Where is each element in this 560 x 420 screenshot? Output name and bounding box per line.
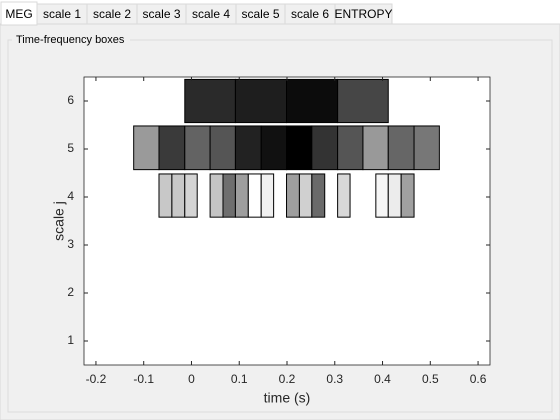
tf-box — [133, 125, 160, 171]
tf-box — [184, 125, 211, 171]
y-axis-label: scale j — [51, 201, 67, 241]
tf-box — [286, 78, 339, 124]
x-tick-label: -0.1 — [133, 372, 154, 386]
x-tick-label: 0 — [188, 372, 195, 386]
tf-box — [260, 125, 288, 171]
tf-box — [337, 78, 389, 124]
tab-label: scale 5 — [241, 7, 279, 21]
tf-box — [337, 125, 364, 171]
group-title-bg — [12, 34, 130, 46]
tf-box — [362, 125, 389, 171]
tf-box — [184, 78, 236, 124]
group-title: Time-frequency boxes — [16, 34, 125, 46]
x-tick-label: -0.2 — [86, 372, 107, 386]
x-tick-label: 0.1 — [231, 372, 248, 386]
tf-box — [158, 125, 186, 171]
tf-box — [286, 173, 300, 218]
tab-label: scale 3 — [142, 7, 180, 21]
tab-label: ENTROPY — [334, 7, 392, 21]
x-tick-label: 0.5 — [422, 372, 439, 386]
y-tick-label: 2 — [67, 285, 74, 299]
tf-box — [337, 173, 351, 218]
tf-box — [311, 173, 326, 218]
tf-box — [260, 173, 275, 218]
y-tick-label: 6 — [67, 93, 74, 107]
x-tick-label: 0.6 — [470, 372, 487, 386]
tf-box — [234, 125, 262, 171]
y-tick-label: 5 — [67, 141, 74, 155]
tab-label: scale 2 — [93, 7, 131, 21]
x-tick-label: 0.2 — [279, 372, 296, 386]
tf-box — [387, 125, 415, 171]
tab-label: scale 4 — [192, 7, 230, 21]
tab-label: scale 1 — [43, 7, 81, 21]
tf-box — [298, 173, 313, 218]
tf-box — [234, 173, 249, 218]
axes-bg — [84, 77, 490, 365]
y-tick-label: 3 — [67, 237, 74, 251]
y-tick-label: 1 — [67, 333, 74, 347]
tab-label: MEG — [5, 7, 32, 21]
x-tick-label: 0.3 — [326, 372, 343, 386]
tab-label: scale 6 — [291, 7, 329, 21]
tf-box — [247, 173, 262, 218]
tab[interactable] — [334, 3, 393, 25]
tf-box — [209, 173, 224, 218]
tf-box — [400, 173, 415, 218]
tf-box — [209, 125, 236, 171]
x-tick-label: 0.4 — [374, 372, 391, 386]
tf-box — [387, 173, 402, 218]
tf-box — [222, 173, 236, 218]
tf-box — [311, 125, 339, 171]
tf-box — [234, 78, 288, 124]
tf-box — [158, 173, 173, 218]
tf-box — [171, 173, 186, 218]
group-box — [7, 39, 553, 413]
tf-box — [413, 125, 440, 171]
tf-box — [286, 125, 313, 171]
y-tick-label: 4 — [67, 189, 74, 203]
tf-box — [184, 173, 198, 218]
x-axis-label: time (s) — [264, 390, 311, 406]
tf-box — [375, 173, 389, 218]
